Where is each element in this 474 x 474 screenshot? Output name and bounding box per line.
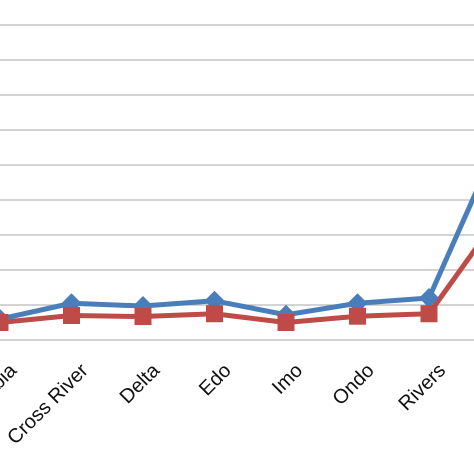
x-tick-label: Abia <box>0 359 22 403</box>
series-2-point-imo <box>277 314 295 331</box>
gridlines <box>0 24 474 341</box>
series-2-line <box>0 246 474 325</box>
series-2-point-cross-river <box>63 307 80 324</box>
x-tick-label: Edo <box>195 360 236 401</box>
series-2-point-edo <box>206 305 223 323</box>
series-2-point-abia <box>0 314 9 331</box>
x-tick-label: Rivers <box>395 360 451 416</box>
x-tick-label: Delta <box>116 359 165 408</box>
series-2-point-rivers <box>420 305 438 323</box>
series-2-point-delta <box>134 308 152 326</box>
series-1-line <box>0 190 474 322</box>
series-layer <box>0 190 474 331</box>
series-2-point-ondo <box>349 307 366 325</box>
x-tick-label: Ondo <box>328 360 378 410</box>
x-tick-label: Imo <box>268 360 307 399</box>
series-1-point-rivers <box>419 288 439 308</box>
